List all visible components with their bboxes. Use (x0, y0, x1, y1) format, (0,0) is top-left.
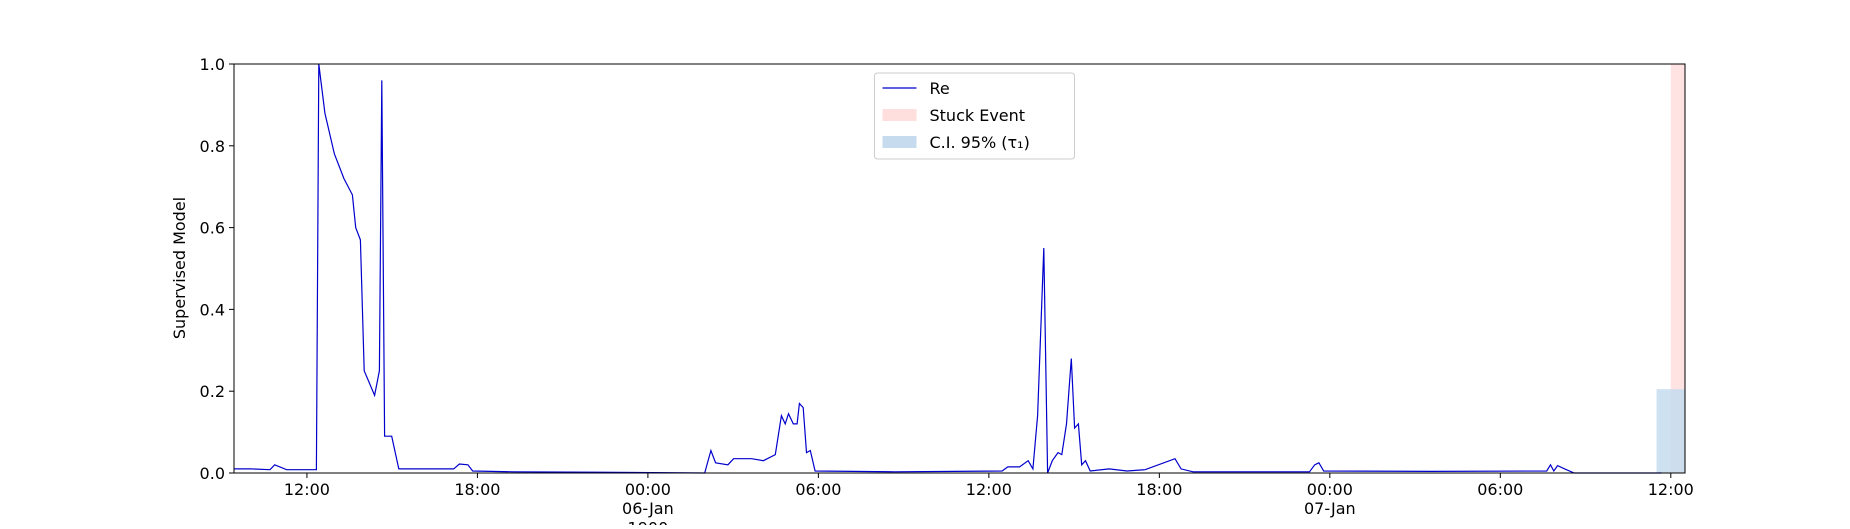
x-tick-label: 12:00 (966, 480, 1012, 499)
x-tick-label: 00:00 07-Jan (1304, 480, 1356, 518)
y-tick-label: 0.4 (200, 300, 225, 319)
y-tick-label: 1.0 (200, 55, 225, 74)
legend-box (874, 72, 1075, 160)
span (1670, 64, 1685, 473)
x-tick-label: 12:00 (1648, 480, 1694, 499)
legend-label: Stuck Event (930, 106, 1026, 125)
x-tick-label: 18:00 (1136, 480, 1182, 499)
y-tick-label: 0.0 (200, 464, 225, 483)
legend-label: C.I. 95% (τ₁) (930, 133, 1030, 152)
plot-frame (233, 63, 1686, 474)
x-tick-label: 12:00 (284, 480, 330, 499)
x-tick-label: 18:00 (454, 480, 500, 499)
x-tick-label: 06:00 (1477, 480, 1523, 499)
y-tick-label: 0.6 (200, 219, 225, 238)
y-axis-label: Supervised Model (170, 197, 189, 339)
x-tick-label: 06:00 (795, 480, 841, 499)
span (1656, 389, 1685, 473)
y-tick-label: 0.2 (200, 382, 225, 401)
legend-patch (882, 136, 917, 148)
line (234, 63, 1662, 474)
legend-patch (882, 109, 917, 121)
y-tick-label: 0.8 (200, 137, 225, 156)
legend-label: Re (930, 79, 950, 98)
